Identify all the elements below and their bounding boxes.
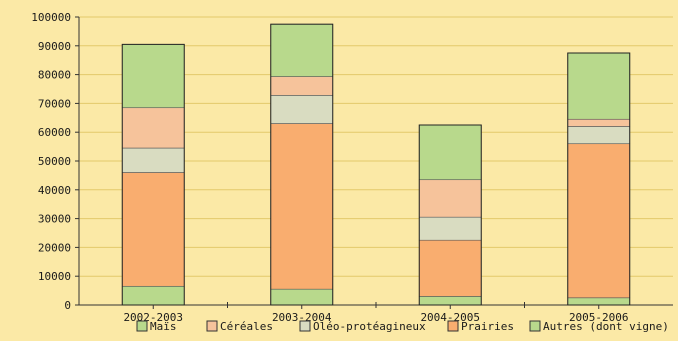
legend-swatch [447,320,459,332]
bar-2003-2004-prairies [270,123,334,290]
bar-2005-2006-ol-o-prot-agineux [567,126,631,145]
legend-label: Céréales [220,320,273,333]
bar-2005-2006-prairies [567,143,631,299]
legend-label: Prairies [461,320,514,333]
legend-label: Oléo-protéagineux [313,320,426,333]
y-tick-label: 10000 [38,270,71,283]
bar-2004-2005-ol-o-prot-agineux [418,216,482,241]
bars-layer [121,23,631,306]
y-tick-label: 90000 [38,40,71,53]
bar-2003-2004-ma-s [270,288,334,306]
bar-2003-2004-autres-dont-vigne- [270,23,334,77]
y-tick-label: 20000 [38,241,71,254]
y-tick-label: 40000 [38,184,71,197]
bar-2004-2005-c-r-ales [418,179,482,218]
legend-label: Maïs [150,320,177,333]
legend-swatch [206,320,218,332]
bar-2002-2003-prairies [121,172,185,287]
bar-2004-2005-ma-s [418,296,482,306]
bar-2002-2003-autres-dont-vigne- [121,44,185,109]
y-tick-label: 80000 [38,69,71,82]
bar-2003-2004-c-r-ales [270,76,334,96]
bar-2002-2003-ma-s [121,285,185,306]
x-tick-label: 2003-2004 [272,311,332,324]
y-tick-label: 30000 [38,213,71,226]
y-tick-label: 0 [64,299,71,312]
y-tick-label: 50000 [38,155,71,168]
bar-2005-2006-autres-dont-vigne- [567,52,631,120]
bar-2003-2004-ol-o-prot-agineux [270,95,334,124]
y-tick-label: 100000 [31,11,71,24]
bar-2004-2005-autres-dont-vigne- [418,124,482,181]
y-tick-label: 70000 [38,97,71,110]
bar-2002-2003-c-r-ales [121,107,185,149]
bar-2004-2005-prairies [418,239,482,297]
legend-swatch [529,320,541,332]
legend-swatch [299,320,311,332]
y-tick-label: 60000 [38,126,71,139]
x-tick-label: 2004-2005 [420,311,480,324]
x-tick-label: 2005-2006 [569,311,629,324]
bar-2005-2006-ma-s [567,297,631,306]
bar-2005-2006-c-r-ales [567,118,631,127]
legend: Maïs Céréales Oléo-protéagineux Prairies Aut… [136,320,669,333]
bar-2002-2003-ol-o-prot-agineux [121,147,185,173]
legend-label: Autres (dont vigne) [543,320,669,333]
legend-swatch [136,320,148,332]
